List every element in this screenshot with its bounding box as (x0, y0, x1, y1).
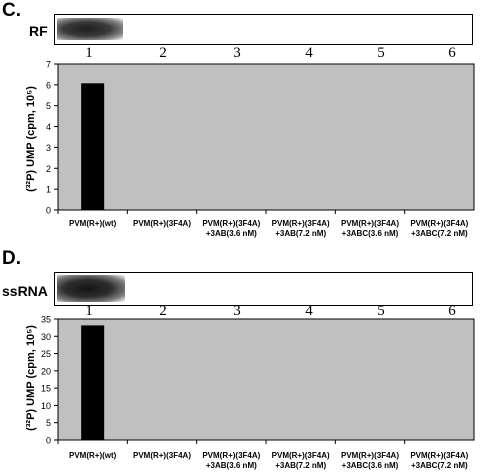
panel-c-category-label-3: PVM(R+)(3F4A) +3AB(3.6 nM) (202, 219, 260, 238)
panel-c-category-label-6: PVM(R+)(3F4A) +3ABC(7.2 nM) (410, 219, 468, 238)
panel-d-y-tick-label: 5 (46, 418, 51, 428)
panel-d-y-tick-label: 20 (41, 366, 51, 376)
panel-c-lane-number-3: 3 (233, 45, 241, 61)
panel-d-plot-area (57, 318, 475, 441)
panel-c-gel-strip (54, 14, 473, 45)
panel-c-lane-number-2: 2 (159, 45, 167, 61)
panel-d-category-label-4: PVM(R+)(3F4A) +3AB(7.2 nM) (272, 451, 330, 470)
panel-d-y-tick-label: 30 (41, 332, 51, 342)
panel-d-track-label: ssRNA (2, 283, 48, 299)
panel-c-letter: C. (2, 0, 21, 21)
panel-c-category-label-2: PVM(R+)(3F4A) (133, 219, 191, 228)
panel-d-lane-number-5: 5 (377, 303, 385, 319)
panel-d-category-label-3: PVM(R+)(3F4A) +3AB(3.6 nM) (202, 451, 260, 470)
panel-c-plot-area (57, 63, 475, 211)
panel-c-track-label: RF (29, 23, 48, 39)
panel-c-lane-number-6: 6 (448, 45, 456, 61)
panel-d-y-tick-label: 0 (46, 436, 51, 446)
panel-c-lane-number-1: 1 (85, 45, 93, 61)
panel-d-y-axis-label: (³²P) UMP (cpm, 10⁵) (25, 325, 37, 431)
panel-d-y-tick-label: 10 (41, 401, 51, 411)
panel-c-bar-chart: 0 1 2 3 4 5 6 7 PVM(R+)(wt) PVM(R+)(3F4A) PVM(R+)(… (46, 60, 475, 238)
panel-d-category-label-5: PVM(R+)(3F4A) +3ABC(3.6 nM) (341, 451, 399, 470)
panel-d-category-label-1: PVM(R+)(wt) (69, 451, 117, 460)
panel-d-lane-number-6: 6 (448, 303, 456, 319)
panel-c-y-tick-label: 6 (46, 80, 51, 90)
panel-d-lane-number-2: 2 (159, 303, 167, 319)
panel-c-y-tick-label: 2 (46, 164, 51, 174)
panel-d-category-label-2: PVM(R+)(3F4A) (133, 451, 191, 460)
panel-d-gel-band (57, 275, 125, 302)
panel-d-y-tick-label: 15 (41, 384, 51, 394)
panel-c-bar-1 (81, 83, 105, 211)
panel-d-bar-1 (81, 325, 105, 441)
panel-d-lane-number-3: 3 (233, 303, 241, 319)
panel-d-y-tick-label: 35 (41, 315, 51, 325)
panel-c-y-tick-label: 0 (46, 206, 51, 216)
panel-d-gel-strip (54, 272, 473, 306)
panel-c-y-tick-label: 1 (46, 185, 51, 195)
panel-d-y-tick-label: 25 (41, 349, 51, 359)
panel-c-category-label-5: PVM(R+)(3F4A) +3ABC(3.6 nM) (341, 219, 399, 238)
panel-c-category-label-1: PVM(R+)(wt) (69, 219, 117, 228)
panel-d-letter: D. (2, 248, 21, 269)
panel-c-y-tick-label: 4 (46, 122, 51, 132)
panel-c-y-tick-label: 3 (46, 143, 51, 153)
panel-c-lane-number-5: 5 (377, 45, 385, 61)
panel-c-lane-number-4: 4 (305, 45, 313, 61)
panel-c-y-tick-label: 7 (46, 60, 51, 70)
panel-c-category-label-4: PVM(R+)(3F4A) +3AB(7.2 nM) (272, 219, 330, 238)
panel-c-gel-band (57, 18, 123, 40)
panel-d-lane-number-4: 4 (305, 303, 313, 319)
panel-d-lane-number-1: 1 (85, 303, 93, 319)
panel-d-category-label-6: PVM(R+)(3F4A) +3ABC(7.2 nM) (410, 451, 468, 470)
panel-c-y-tick-label: 5 (46, 101, 51, 111)
